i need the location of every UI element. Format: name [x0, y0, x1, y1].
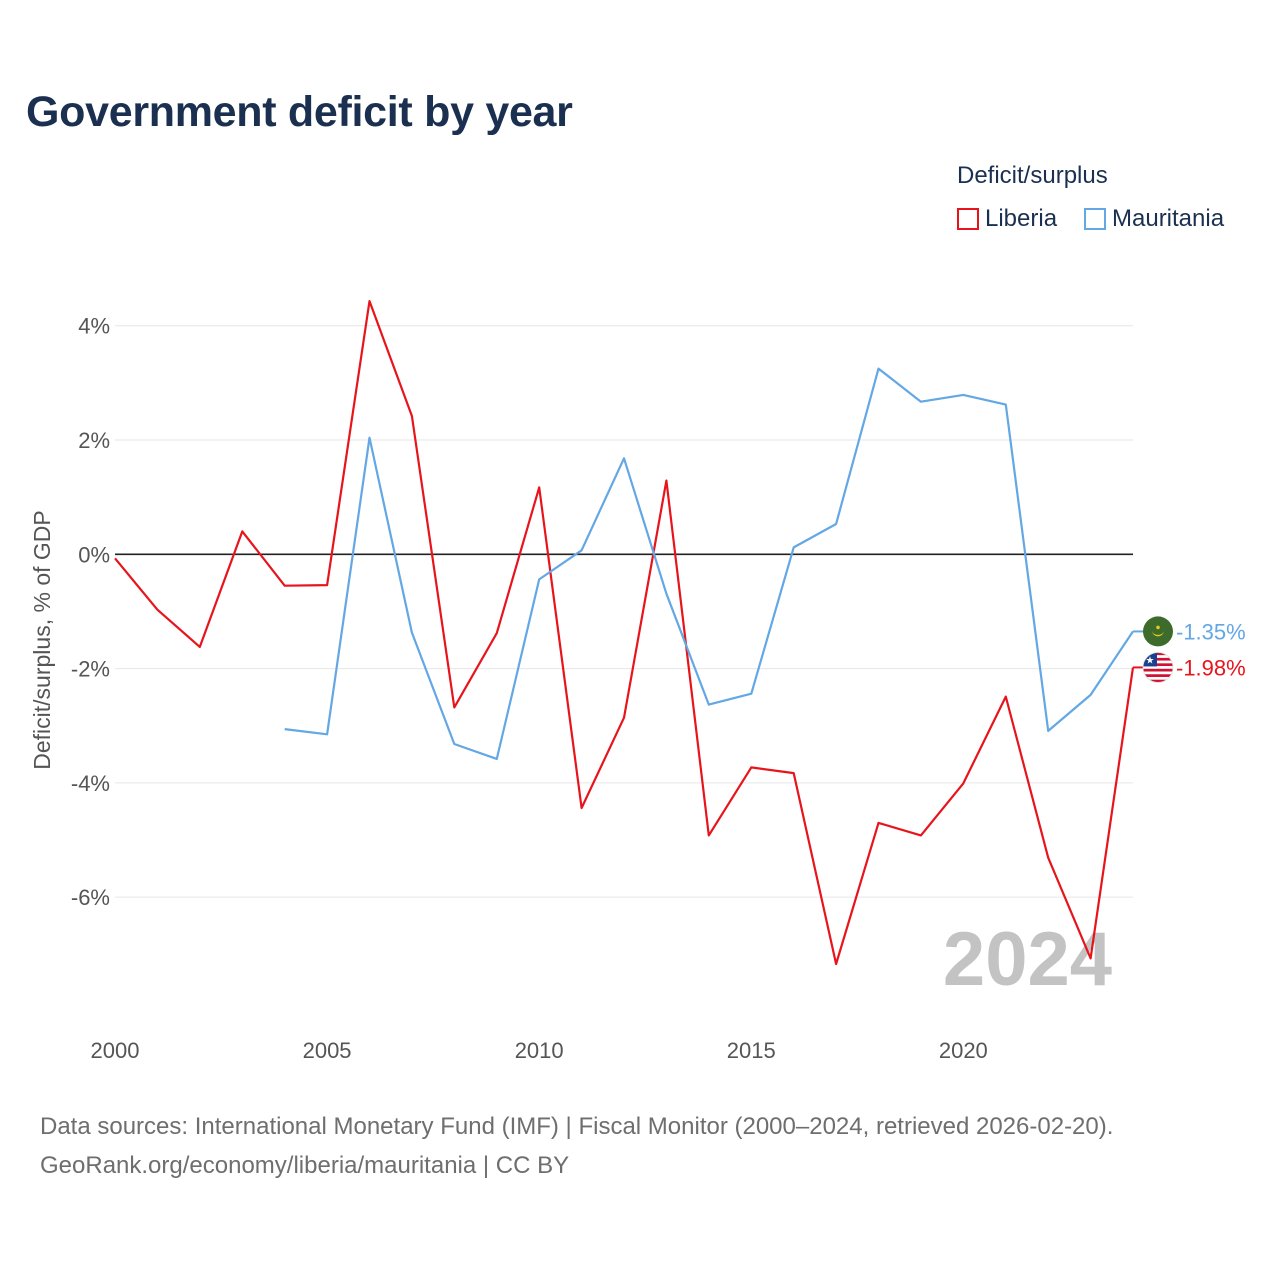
y-tick-label: 0% [78, 542, 110, 567]
svg-text:★: ★ [1146, 655, 1155, 666]
legend-item-liberia[interactable]: Liberia [957, 204, 1057, 234]
year-watermark: 2024 [943, 917, 1112, 1002]
x-tick-label: 2005 [303, 1038, 352, 1063]
source-note: Data sources: International Monetary Fun… [40, 1107, 1113, 1185]
legend-label-mauritania: Mauritania [1112, 205, 1225, 232]
end-value-label-mauritania: -1.35% [1176, 619, 1246, 644]
legend-swatch-liberia [957, 208, 979, 230]
x-tick-label: 2020 [939, 1038, 988, 1063]
y-tick-label: 2% [78, 428, 110, 453]
y-tick-label: -4% [71, 771, 110, 796]
legend-label-liberia: Liberia [985, 205, 1058, 232]
end-value-label-liberia: -1.98% [1176, 655, 1246, 680]
x-tick-label: 2015 [727, 1038, 776, 1063]
legend-title: Deficit/surplus [957, 162, 1108, 189]
y-tick-label: -2% [71, 657, 110, 682]
source-line-1: Data sources: International Monetary Fun… [40, 1113, 1114, 1140]
y-tick-label: 4% [78, 314, 110, 339]
source-line-2[interactable]: GeoRank.org/economy/liberia/mauritania |… [40, 1152, 570, 1179]
mauritania-flag-icon [1143, 616, 1173, 647]
legend-item-mauritania[interactable]: Mauritania [1084, 204, 1224, 234]
liberia-flag-icon: ★ [1142, 652, 1174, 683]
series-line-liberia [114, 300, 1135, 966]
x-tick-label: 2010 [515, 1038, 564, 1063]
legend-swatch-mauritania [1084, 208, 1106, 230]
chart-title: Government deficit by year [26, 88, 573, 136]
y-axis-title: Deficit/surplus, % of GDP [29, 510, 55, 769]
y-tick-label: -6% [71, 885, 110, 910]
series-line-mauritania [284, 367, 1134, 761]
x-tick-label: 2000 [91, 1038, 140, 1063]
